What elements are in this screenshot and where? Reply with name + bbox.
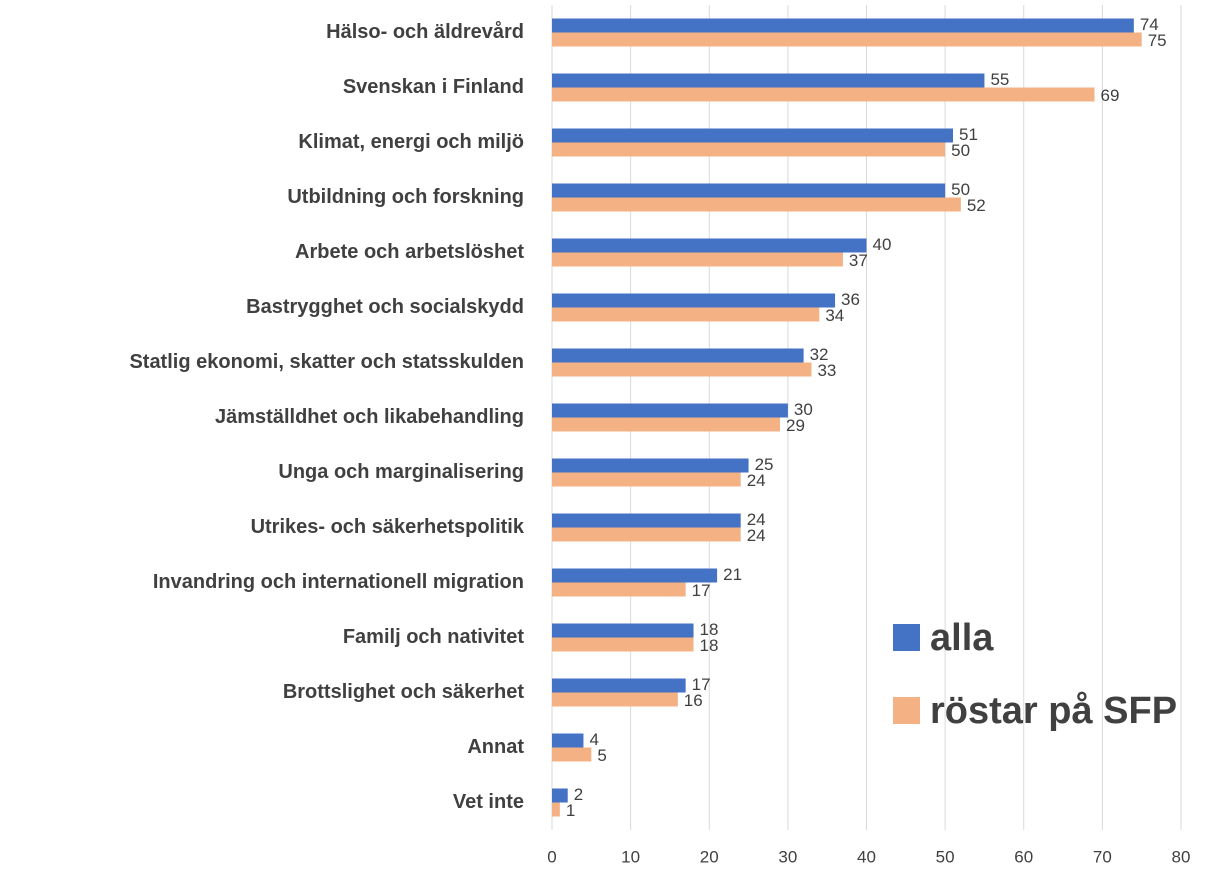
data-label: 18: [700, 636, 719, 655]
data-label: 17: [692, 581, 711, 600]
data-label: 51: [959, 125, 978, 144]
bar: [552, 307, 820, 322]
y-tick-label: Utbildning och forskning: [287, 186, 524, 208]
y-tick-label: Vet inte: [453, 791, 524, 813]
bar: [552, 527, 741, 542]
y-tick-label: Statlig ekonomi, skatter och statsskulde…: [129, 351, 524, 373]
bar: [552, 238, 867, 253]
data-label: 69: [1101, 86, 1120, 105]
bar: [552, 472, 741, 487]
bar: [552, 788, 568, 803]
y-tick-label: Utrikes- och säkerhetspolitik: [251, 516, 525, 538]
data-label: 1: [566, 801, 575, 820]
data-label: 32: [810, 345, 829, 364]
y-tick-label: Arbete och arbetslöshet: [295, 241, 524, 263]
bar: [552, 128, 953, 143]
legend-label: alla: [930, 617, 994, 659]
x-tick-label: 0: [547, 847, 556, 866]
bar: [552, 362, 812, 377]
data-label: 50: [951, 180, 970, 199]
data-label: 30: [794, 400, 813, 419]
x-tick-label: 80: [1172, 847, 1191, 866]
x-tick-label: 20: [700, 847, 719, 866]
data-label: 52: [967, 196, 986, 215]
data-label: 40: [873, 235, 892, 254]
bar: [552, 293, 836, 308]
data-label: 50: [951, 141, 970, 160]
data-label: 25: [755, 455, 774, 474]
data-label: 36: [841, 290, 860, 309]
bar: [552, 513, 741, 528]
bar: [552, 582, 686, 597]
bar: [552, 733, 584, 748]
data-label: 24: [747, 526, 766, 545]
bar: [552, 802, 560, 817]
bar: [552, 87, 1095, 102]
data-label: 75: [1148, 31, 1167, 50]
y-tick-label: Svenskan i Finland: [343, 76, 524, 98]
bar: [552, 417, 781, 432]
x-tick-label: 70: [1093, 847, 1112, 866]
x-tick-label: 40: [857, 847, 876, 866]
bar: [552, 568, 718, 583]
bar: [552, 32, 1142, 47]
data-label: 74: [1140, 15, 1159, 34]
bar: [552, 142, 946, 157]
bar: [552, 348, 804, 363]
y-tick-label: Brottslighet och säkerhet: [283, 681, 525, 703]
x-tick-label: 30: [778, 847, 797, 866]
data-label: 17: [692, 675, 711, 694]
y-tick-label: Unga och marginalisering: [278, 461, 524, 483]
data-label: 34: [825, 306, 844, 325]
bar: [552, 73, 985, 88]
data-label: 2: [574, 785, 583, 804]
x-tick-label: 50: [936, 847, 955, 866]
y-tick-label: Jämställdhet och likabehandling: [215, 406, 524, 428]
bar: [552, 183, 946, 198]
y-tick-label: Hälso- och äldrevård: [326, 20, 524, 43]
bar: [552, 637, 694, 652]
data-label: 24: [747, 510, 766, 529]
bar: [552, 403, 788, 418]
y-tick-label: Annat: [467, 736, 524, 758]
legend-label: röstar på SFP: [930, 690, 1177, 732]
bar: [552, 197, 961, 212]
y-tick-label: Bastrygghet och socialskydd: [246, 296, 524, 318]
y-tick-label: Klimat, energi och miljö: [298, 131, 524, 153]
data-label: 29: [786, 416, 805, 435]
legend-swatch: [893, 697, 920, 724]
x-tick-label: 10: [621, 847, 640, 866]
legend-swatch: [893, 624, 920, 651]
data-label: 4: [589, 730, 598, 749]
data-label: 55: [990, 70, 1009, 89]
bar: [552, 458, 749, 473]
y-tick-label: Familj och nativitet: [343, 626, 524, 648]
bar: [552, 747, 592, 762]
data-label: 37: [849, 251, 868, 270]
bar: [552, 252, 843, 267]
bar: [552, 18, 1134, 33]
data-label: 16: [684, 691, 703, 710]
data-label: 5: [597, 746, 606, 765]
data-label: 18: [700, 620, 719, 639]
bar: [552, 678, 686, 693]
data-label: 24: [747, 471, 766, 490]
data-label: 33: [817, 361, 836, 380]
x-tick-label: 60: [1014, 847, 1033, 866]
bar: [552, 692, 678, 707]
bar: [552, 623, 694, 638]
y-tick-label: Invandring och internationell migration: [153, 571, 524, 593]
data-label: 21: [723, 565, 742, 584]
